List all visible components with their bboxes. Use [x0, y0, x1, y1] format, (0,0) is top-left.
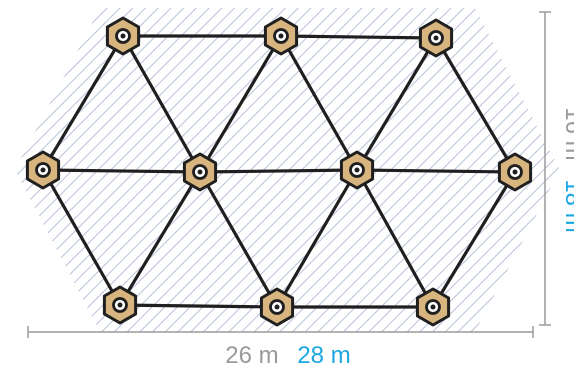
node-center-dot: [433, 35, 439, 41]
edge-top-left-to-middle-left: [41, 34, 125, 172]
edge-top-middle-to-middle-center-left: [198, 34, 283, 174]
height-dimension-blue: 18 m: [560, 179, 574, 232]
node-center-dot: [40, 167, 46, 173]
edge-top-right-to-middle-center-right: [355, 36, 438, 172]
node-bottom-right: [415, 287, 451, 327]
edge-middle-center-left-to-bottom-middle: [198, 170, 279, 309]
node-center-dot: [278, 33, 284, 39]
node-center-dot: [354, 167, 360, 173]
edge-middle-center-left-to-bottom-left: [118, 170, 202, 307]
node-top-middle: [263, 16, 299, 56]
node-bottom-middle: [259, 287, 295, 327]
edge-top-middle-to-middle-center-right: [279, 34, 359, 172]
edge-bottom-left-to-bottom-middle: [118, 303, 279, 309]
node-center-dot: [274, 304, 280, 310]
edge-middle-left-to-middle-center-left: [41, 168, 202, 174]
node-middle-center-left: [182, 152, 218, 192]
width-dimension-label: 26 m 28 m: [225, 342, 350, 369]
node-center-dot: [197, 169, 203, 175]
node-center-dot: [512, 169, 518, 175]
width-dimension-blue: 28 m: [297, 342, 350, 369]
edge-top-right-to-middle-right: [434, 36, 517, 174]
edge-middle-center-right-to-bottom-right: [355, 168, 435, 309]
height-dimension-gray: 16 m: [560, 107, 574, 160]
width-dimension: 26 m 28 m: [27, 326, 534, 369]
edge-middle-right-to-bottom-right: [431, 170, 517, 309]
node-top-right: [418, 18, 454, 58]
node-middle-left: [25, 150, 61, 190]
edge-top-left-to-middle-center-left: [121, 34, 202, 174]
edges-layer: [41, 34, 517, 309]
edge-middle-left-to-bottom-left: [41, 168, 122, 307]
node-center-dot: [117, 302, 123, 308]
edge-middle-center-right-to-bottom-middle: [275, 168, 359, 309]
edge-top-middle-to-top-right: [279, 34, 438, 40]
height-dimension: 16 m 18 m: [539, 11, 574, 326]
node-middle-right: [497, 152, 533, 192]
height-dimension-label: 16 m 18 m: [560, 107, 574, 232]
node-center-dot: [430, 304, 436, 310]
node-center-dot: [120, 33, 126, 39]
width-dimension-gray: 26 m: [225, 342, 278, 369]
nodes-layer: [25, 16, 533, 327]
node-top-left: [105, 16, 141, 56]
node-middle-center-right: [339, 150, 375, 190]
edge-middle-center-right-to-middle-right: [355, 168, 517, 174]
node-bottom-left: [102, 285, 138, 325]
edge-middle-center-left-to-middle-center-right: [198, 168, 359, 174]
